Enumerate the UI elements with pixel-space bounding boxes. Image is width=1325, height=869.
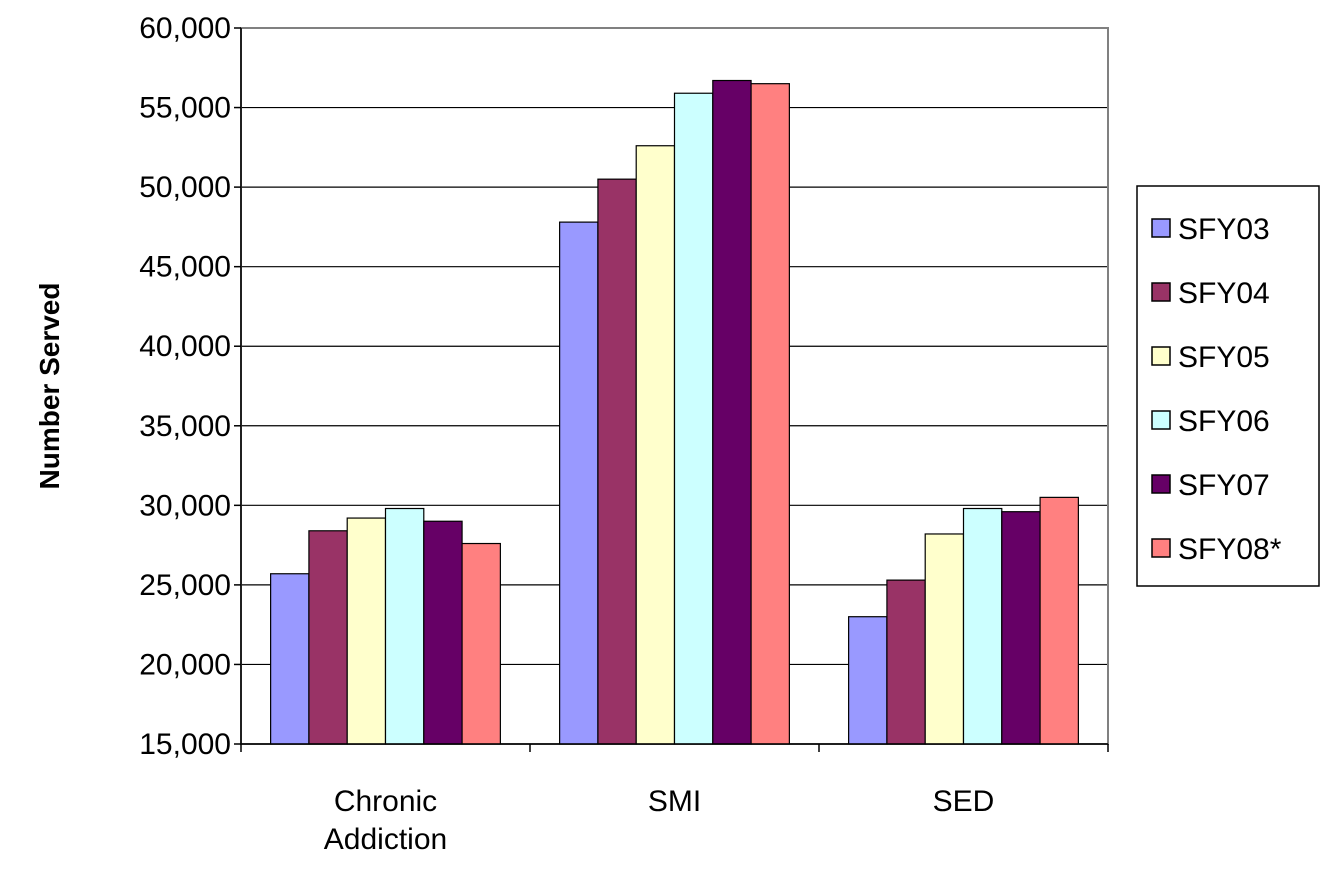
y-tick-label: 35,000 (139, 410, 231, 443)
bar-sfy08-2 (1039, 496, 1079, 745)
bar-sfy06-1 (673, 92, 714, 745)
legend-swatch (1151, 538, 1171, 558)
y-tick-label: 50,000 (139, 171, 231, 204)
y-tick-label: 20,000 (139, 648, 231, 681)
bar-sfy06-2 (962, 507, 1003, 745)
x-category-label: SED (933, 785, 995, 818)
legend-swatch (1151, 218, 1171, 238)
legend-label: SFY04 (1178, 277, 1270, 310)
legend-label: SFY08* (1178, 533, 1282, 566)
x-category-label: Chronic Addiction (324, 785, 447, 856)
bar-sfy04-2 (886, 579, 926, 745)
legend: SFY03 SFY04 SFY05 SFY06 SFY07 SFY08* (1136, 185, 1320, 587)
bar-sfy03-0 (270, 573, 310, 745)
y-axis-title: Number Served (34, 283, 65, 490)
bars (270, 79, 1079, 745)
bar-sfy08-0 (461, 542, 501, 745)
bar-sfy03-2 (848, 616, 888, 745)
y-tick-label: 45,000 (139, 251, 231, 284)
bar-sfy06-0 (384, 507, 425, 745)
legend-swatch (1151, 474, 1171, 494)
bar-sfy07-1 (712, 79, 752, 745)
bar-sfy04-1 (597, 178, 637, 745)
bar-sfy04-0 (308, 530, 348, 745)
legend-label: SFY05 (1178, 341, 1270, 374)
bar-sfy03-1 (559, 221, 599, 745)
x-category-label: SMI (648, 785, 701, 818)
bar-sfy05-1 (635, 145, 676, 745)
y-tick-label: 40,000 (139, 330, 231, 363)
legend-label: SFY06 (1178, 405, 1270, 438)
bar-sfy07-2 (1001, 511, 1041, 745)
bar-sfy05-0 (346, 517, 387, 745)
bar-sfy07-0 (423, 520, 463, 745)
y-tick-label: 30,000 (139, 489, 231, 522)
axes (234, 27, 1109, 752)
legend-label: SFY03 (1178, 213, 1270, 246)
y-tick-label: 60,000 (139, 12, 231, 45)
bar-sfy05-2 (924, 533, 965, 745)
bar-sfy08-1 (750, 83, 790, 745)
x-category-labels: Chronic Addiction SMI SED (324, 785, 995, 856)
legend-swatch (1151, 346, 1171, 366)
y-tick-label: 25,000 (139, 569, 231, 602)
legend-box (1136, 185, 1320, 587)
y-tick-label: 15,000 (139, 728, 231, 761)
legend-swatch (1151, 282, 1171, 302)
legend-label: SFY07 (1178, 469, 1270, 502)
y-tick-label: 55,000 (139, 92, 231, 125)
y-tick-labels: 15,000 20,000 25,000 30,000 35,000 40,000 45,0… (139, 12, 231, 761)
legend-swatch (1151, 410, 1171, 430)
